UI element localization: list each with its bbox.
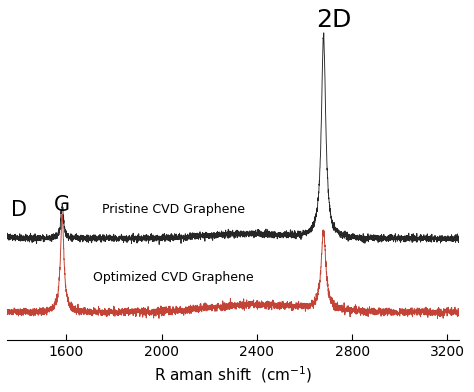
Text: D: D	[11, 200, 27, 220]
Text: Optimized CVD Graphene: Optimized CVD Graphene	[93, 271, 254, 284]
X-axis label: R aman shift  (cm$^{-1}$): R aman shift (cm$^{-1}$)	[154, 364, 312, 385]
Text: G: G	[54, 195, 70, 215]
Text: 2D: 2D	[316, 8, 351, 32]
Text: Pristine CVD Graphene: Pristine CVD Graphene	[102, 203, 245, 216]
